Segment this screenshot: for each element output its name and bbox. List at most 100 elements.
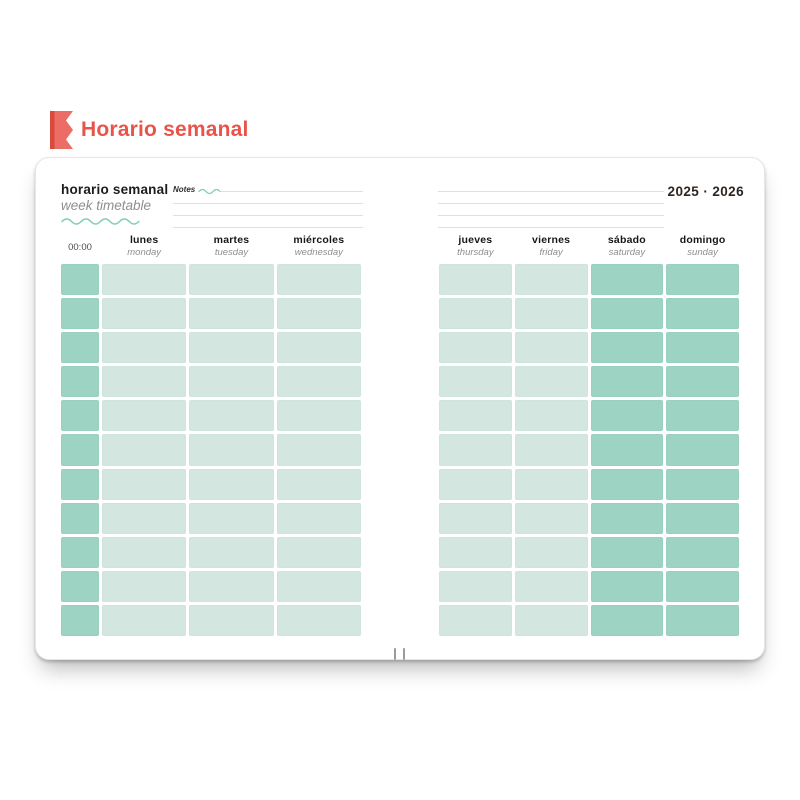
timetable-cell: [439, 332, 512, 364]
timetable-cell: [514, 502, 588, 534]
wavy-underline-icon: [61, 218, 140, 225]
timetable-cell-highlight: [666, 366, 739, 398]
day-header-thursday: jueves thursday: [439, 234, 512, 260]
timetable-cell: [276, 604, 361, 636]
notes-line: [438, 191, 664, 192]
timetable-cell-highlight: [61, 536, 99, 568]
timetable-cell-highlight: [590, 332, 664, 364]
day-name-en: monday: [127, 247, 162, 258]
timetable-cell-highlight: [666, 536, 739, 568]
day-header-friday: viernes friday: [515, 234, 588, 260]
timetable-cell-highlight: [590, 570, 664, 602]
timetable-cell: [439, 468, 512, 500]
timetable-cell: [276, 264, 361, 296]
day-name-en: sunday: [687, 247, 718, 258]
left-timetable-grid: [61, 264, 361, 636]
notes-squiggle-icon: [198, 188, 221, 195]
timetable-cell: [514, 570, 588, 602]
day-header-saturday: sábado saturday: [591, 234, 664, 260]
day-header-wednesday: miércoles wednesday: [277, 234, 361, 260]
notes-line: [221, 191, 363, 192]
timetable-cell: [514, 332, 588, 364]
timetable-cell-highlight: [61, 468, 99, 500]
timetable-cell: [189, 536, 274, 568]
notes-line: [173, 215, 363, 216]
timetable-cell-highlight: [61, 434, 99, 466]
notes-line: [438, 203, 664, 204]
timetable-cell: [102, 502, 187, 534]
day-name-en: thursday: [457, 247, 494, 258]
section-header: Horario semanal: [50, 111, 249, 149]
timetable-cell: [189, 468, 274, 500]
timetable-cell-highlight: [590, 400, 664, 432]
timetable-cell-highlight: [590, 502, 664, 534]
timetable-cell: [102, 400, 187, 432]
timetable-cell: [102, 332, 187, 364]
day-name-es: sábado: [607, 234, 646, 246]
timetable-cell: [102, 298, 187, 330]
timetable-cell-highlight: [590, 264, 664, 296]
timetable-cell: [439, 502, 512, 534]
page-heading-en: week timetable: [61, 198, 152, 213]
bookmark-ribbon-icon: [50, 111, 73, 149]
timetable-cell: [189, 570, 274, 602]
timetable-cell-highlight: [666, 434, 739, 466]
day-name-es: jueves: [458, 234, 493, 246]
left-page-heading: horario semanal week timetable: [61, 182, 168, 226]
timetable-cell-highlight: [590, 604, 664, 636]
timetable-cell-highlight: [666, 468, 739, 500]
timetable-cell: [439, 434, 512, 466]
timetable-cell: [276, 536, 361, 568]
right-timetable-grid: [439, 264, 739, 636]
timetable-cell-highlight: [590, 434, 664, 466]
timetable-cell: [276, 570, 361, 602]
timetable-cell: [189, 298, 274, 330]
timetable-cell: [102, 468, 187, 500]
timetable-cell: [439, 400, 512, 432]
timetable-cell: [276, 400, 361, 432]
timetable-cell: [514, 400, 588, 432]
day-header-sunday: domingo sunday: [666, 234, 739, 260]
timetable-cell: [102, 366, 187, 398]
day-name-es: lunes: [129, 234, 159, 246]
day-name-en: friday: [539, 247, 563, 258]
timetable-cell-highlight: [61, 570, 99, 602]
timetable-cell: [439, 604, 512, 636]
timetable-cell: [439, 298, 512, 330]
notes-lines-right: [438, 191, 664, 239]
left-day-header-row: 00:00 lunes monday martes tuesday miércoles w…: [61, 234, 361, 260]
timetable-cell: [514, 468, 588, 500]
timetable-cell: [514, 434, 588, 466]
day-name-es: martes: [213, 234, 250, 246]
notes-line: [173, 227, 363, 228]
page-heading-es: horario semanal: [61, 182, 169, 197]
timetable-cell: [514, 264, 588, 296]
day-header-tuesday: martes tuesday: [189, 234, 273, 260]
timetable-cell: [276, 502, 361, 534]
timetable-cell-highlight: [61, 264, 99, 296]
binding-stitch: [394, 648, 396, 660]
timetable-cell: [102, 536, 187, 568]
timetable-cell: [276, 366, 361, 398]
day-name-es: miércoles: [293, 234, 345, 246]
year-label: 2025 · 2026: [667, 184, 744, 199]
timetable-cell: [102, 604, 187, 636]
page-title: Horario semanal: [81, 118, 249, 141]
timetable-cell: [439, 264, 512, 296]
timetable-cell-highlight: [61, 502, 99, 534]
timetable-cell: [514, 536, 588, 568]
day-name-en: tuesday: [214, 247, 249, 258]
day-name-es: viernes: [532, 234, 571, 246]
timetable-cell: [276, 332, 361, 364]
timetable-cell-highlight: [666, 570, 739, 602]
time-column-label: 00:00: [68, 241, 92, 253]
timetable-cell: [189, 264, 274, 296]
timetable-cell: [276, 468, 361, 500]
notes-line: [173, 203, 363, 204]
timetable-cell-highlight: [590, 366, 664, 398]
timetable-cell: [276, 434, 361, 466]
timetable-cell: [102, 434, 187, 466]
day-name-en: saturday: [608, 247, 646, 258]
timetable-cell: [514, 604, 588, 636]
